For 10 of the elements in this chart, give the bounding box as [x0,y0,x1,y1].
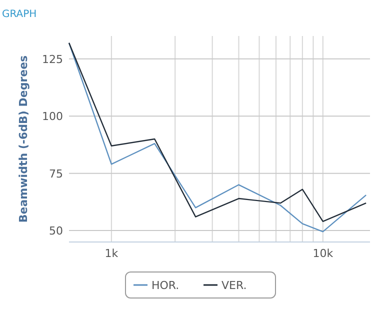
y-axis-title: Beamwidth (-6dB) Degrees [17,54,30,223]
y-tick-label: 75 [49,167,63,180]
x-tick-label: 10k [312,247,334,260]
legend-label: HOR. [152,279,180,292]
x-tick-label: 1k [104,247,119,260]
y-tick-label: 100 [42,110,63,124]
y-tick-label: 125 [42,52,63,66]
y-tick-label: 50 [49,224,63,238]
legend-label: VER. [222,279,247,292]
chart-title: GRAPH [2,9,37,20]
